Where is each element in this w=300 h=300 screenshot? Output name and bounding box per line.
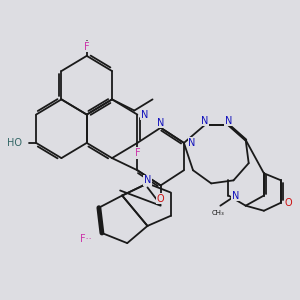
Text: N: N xyxy=(141,110,148,120)
Text: HO: HO xyxy=(8,138,22,148)
Text: N: N xyxy=(232,190,239,201)
Text: N: N xyxy=(157,118,164,128)
Text: F: F xyxy=(134,148,140,158)
Text: N: N xyxy=(202,116,209,126)
Text: N: N xyxy=(188,138,196,148)
Text: O: O xyxy=(157,194,164,204)
Text: CH₃: CH₃ xyxy=(212,210,225,216)
Text: O: O xyxy=(284,198,292,208)
Text: N: N xyxy=(225,116,232,126)
Text: F··: F·· xyxy=(80,234,92,244)
Text: F: F xyxy=(84,42,89,52)
Text: N: N xyxy=(144,176,151,185)
